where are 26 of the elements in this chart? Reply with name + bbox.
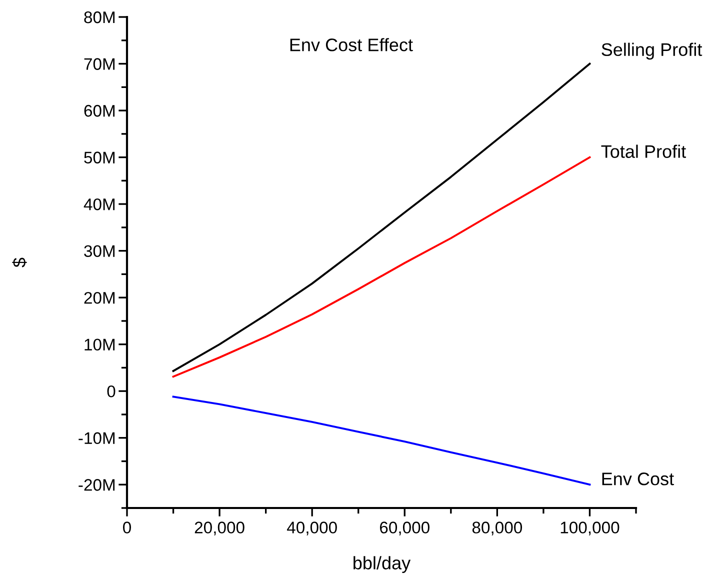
line-series — [172, 156, 591, 378]
line-series — [172, 62, 591, 372]
text: Env Cost Effect — [290, 38, 413, 52]
series-label: Total Profit — [601, 144, 686, 158]
series-label: Env Cost — [602, 472, 674, 486]
x-axis-title: bbl/day — [354, 556, 411, 574]
x-tick-label: 20,000 — [194, 522, 244, 536]
y-tick-label: 20M — [84, 292, 115, 304]
line-series — [172, 396, 591, 486]
y-tick-label: 0 — [107, 385, 116, 398]
y-tick-label: 50M — [84, 152, 115, 164]
y-tick-label: -20M — [78, 479, 115, 491]
x-tick-label: 0 — [123, 522, 131, 534]
y-tick-label: 10M — [84, 338, 115, 351]
y-tick-label: -10M — [78, 432, 115, 444]
x-tick-label: 100,000 — [560, 522, 620, 536]
x-tick-label: 60,000 — [380, 522, 430, 536]
y-tick-label: 80M — [84, 11, 115, 24]
y-axis-title: $ — [12, 258, 27, 268]
y-tick-label: 70M — [84, 58, 115, 70]
series-label: Selling Profit — [602, 42, 702, 60]
y-tick-label: 30M — [84, 245, 115, 258]
y-tick-label: 60M — [84, 104, 115, 117]
x-tick-label: 80,000 — [472, 522, 522, 536]
y-tick-label: 40M — [84, 198, 115, 210]
x-tick-label: 40,000 — [286, 522, 337, 536]
